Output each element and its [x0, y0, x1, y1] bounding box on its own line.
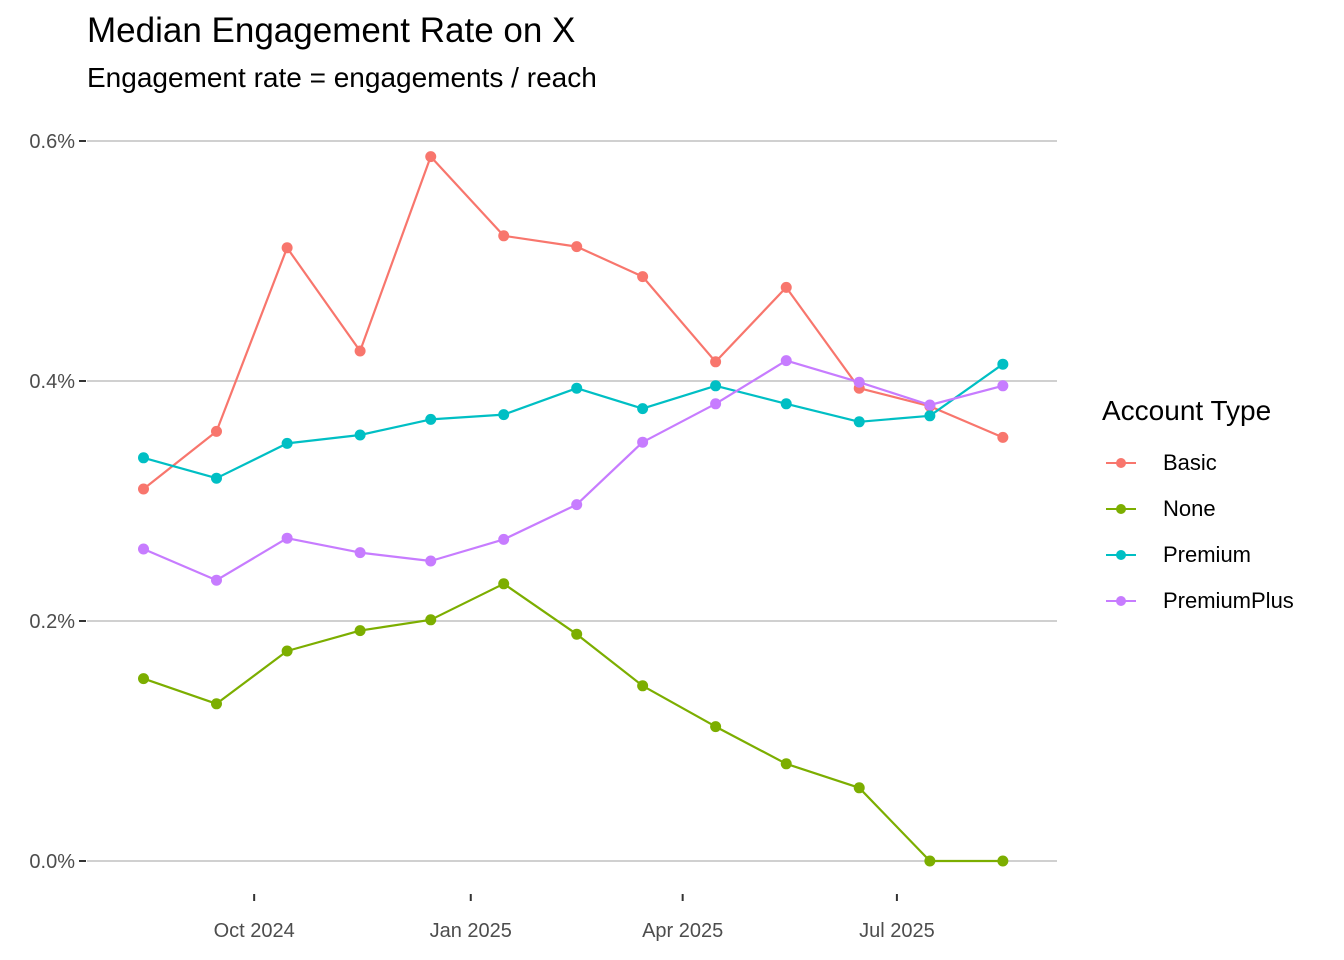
gridlines: [87, 140, 1057, 862]
chart-subtitle: Engagement rate = engagements / reach: [87, 62, 597, 93]
series-line-premiumplus: [143, 359, 1004, 582]
data-point: [924, 855, 936, 867]
x-tick-label: Apr 2025: [642, 920, 723, 942]
data-point: [780, 758, 792, 770]
data-point: [425, 413, 437, 425]
data-point: [281, 242, 293, 254]
data-point: [354, 625, 366, 637]
series-basic: [138, 151, 1009, 495]
data-point: [498, 533, 510, 545]
data-point: [210, 574, 222, 586]
series-none: [138, 578, 1009, 867]
legend-key: [1106, 448, 1136, 478]
data-point: [853, 376, 865, 388]
data-point: [354, 345, 366, 357]
data-point: [853, 416, 865, 428]
data-point: [571, 382, 583, 394]
legend-label: None: [1163, 496, 1216, 521]
y-tick-label: 0.0%: [29, 851, 75, 873]
legend-item-basic: Basic: [1106, 448, 1217, 478]
legend-item-premiumplus: PremiumPlus: [1106, 586, 1294, 616]
data-point: [138, 452, 150, 464]
data-point: [780, 398, 792, 410]
data-point: [637, 436, 649, 448]
data-point: [924, 399, 936, 411]
data-point: [138, 673, 150, 685]
legend-title: Account Type: [1102, 395, 1272, 426]
data-point: [425, 151, 437, 163]
data-point: [138, 543, 150, 555]
data-point: [210, 425, 222, 437]
data-point: [853, 782, 865, 794]
x-tick-label: Oct 2024: [214, 920, 295, 942]
data-point: [997, 380, 1009, 392]
x-tick-label: Jul 2025: [859, 920, 935, 942]
data-point: [425, 614, 437, 626]
data-point: [710, 398, 722, 410]
y-tick-label: 0.6%: [29, 131, 75, 153]
legend-label: PremiumPlus: [1163, 588, 1294, 613]
y-tick-label: 0.4%: [29, 371, 75, 393]
series-premiumplus: [138, 355, 1009, 586]
data-point: [281, 645, 293, 657]
series-line-none: [143, 582, 1003, 863]
data-point: [281, 437, 293, 449]
data-point: [997, 431, 1009, 443]
series-line-basic: [142, 155, 1004, 490]
legend-key: [1106, 494, 1136, 524]
data-point: [997, 358, 1009, 370]
data-point: [637, 403, 649, 415]
data-point: [997, 855, 1009, 867]
data-point: [710, 721, 722, 733]
data-point: [571, 628, 583, 640]
data-point: [354, 547, 366, 559]
axes: 0.0% 0.2% 0.4% 0.6% Oct 2024 Jan 2025 Apr 2025…: [29, 131, 934, 942]
legend-label: Premium: [1163, 542, 1252, 567]
data-point: [637, 680, 649, 692]
legend-label: Basic: [1163, 450, 1217, 475]
data-point: [780, 281, 792, 293]
data-point: [571, 241, 583, 253]
data-point: [210, 698, 222, 710]
data-point: [498, 578, 510, 590]
data-point: [924, 410, 936, 422]
x-tick-label: Jan 2025: [430, 920, 512, 942]
data-point: [710, 356, 722, 368]
series-lines: [138, 151, 1009, 867]
data-point: [498, 409, 510, 421]
y-tick-label: 0.2%: [29, 611, 75, 633]
data-point: [571, 499, 583, 511]
legend-key: [1106, 540, 1136, 570]
series-premium: [138, 358, 1009, 484]
data-point: [498, 230, 510, 242]
data-point: [281, 532, 293, 544]
legend-key: [1106, 586, 1136, 616]
data-point: [138, 483, 150, 495]
data-point: [210, 472, 222, 484]
data-point: [710, 380, 722, 392]
data-point: [425, 555, 437, 567]
data-point: [637, 271, 649, 283]
legend-item-none: None: [1106, 494, 1216, 524]
data-point: [780, 355, 792, 367]
chart-title: Median Engagement Rate on X: [87, 11, 576, 50]
legend-item-premium: Premium: [1106, 540, 1251, 570]
data-point: [354, 429, 366, 441]
